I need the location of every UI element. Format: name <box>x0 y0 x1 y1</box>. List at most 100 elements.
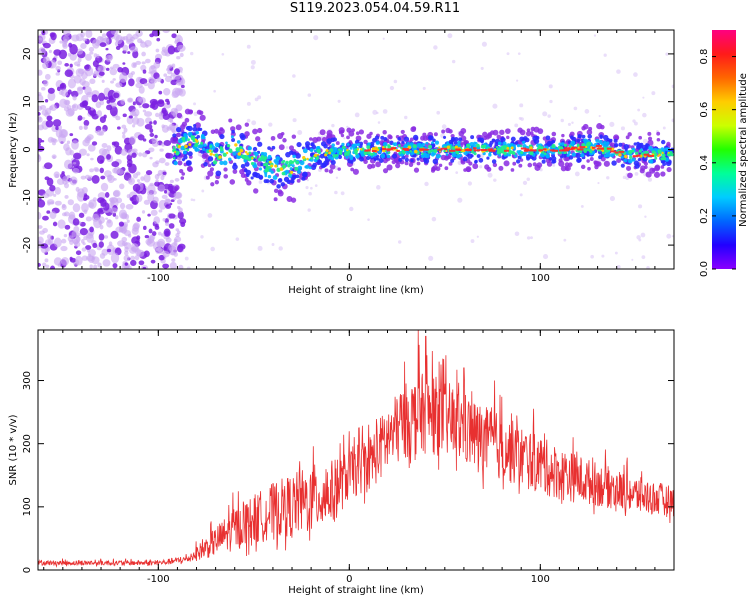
band-point <box>462 156 468 162</box>
noise-point <box>158 254 165 261</box>
noise-point <box>530 236 533 240</box>
band-point <box>320 141 327 147</box>
band-peak <box>558 149 563 152</box>
noise-point <box>73 75 82 84</box>
band-point <box>499 129 505 136</box>
band-point <box>230 126 236 132</box>
band-point <box>609 138 613 143</box>
noise-point <box>170 72 176 77</box>
noise-point <box>142 69 147 74</box>
band-point <box>258 167 263 171</box>
band-point <box>355 154 360 159</box>
band-point <box>240 163 246 169</box>
noise-point <box>129 110 137 116</box>
band-point <box>430 149 434 152</box>
band-point <box>605 152 611 158</box>
noise-point <box>306 179 309 182</box>
noise-point <box>120 99 125 105</box>
noise-point <box>647 177 652 182</box>
noise-point <box>634 171 639 176</box>
band-point <box>526 128 531 132</box>
noise-point <box>580 204 584 208</box>
band-point <box>472 163 479 170</box>
band-peak <box>618 150 625 153</box>
noise-point <box>109 207 118 214</box>
snr-x-ticks: -100 0 100 <box>43 330 675 585</box>
band-point <box>270 164 274 168</box>
noise-point <box>72 203 81 213</box>
noise-point <box>542 111 548 117</box>
band-point <box>380 135 385 140</box>
colorbar-gradient <box>712 30 736 269</box>
noise-point <box>67 235 74 243</box>
band-point <box>623 143 630 150</box>
band-point <box>644 150 648 154</box>
noise-point <box>246 118 251 123</box>
noise-point <box>111 161 120 168</box>
noise-point <box>573 106 578 111</box>
noise-point <box>163 87 171 96</box>
band-point <box>210 182 215 187</box>
band-point <box>254 156 258 159</box>
noise-point <box>314 184 318 187</box>
noise-point <box>638 238 642 242</box>
noise-point <box>42 192 50 199</box>
band-point <box>235 124 242 131</box>
band-peak <box>520 147 527 150</box>
noise-point <box>48 49 52 54</box>
band-point <box>229 149 233 154</box>
noise-point <box>92 72 98 77</box>
band-point <box>537 128 544 135</box>
noise-point <box>140 64 147 72</box>
noise-point <box>278 246 283 251</box>
band-point <box>222 160 228 166</box>
band-point <box>381 146 385 149</box>
noise-point <box>451 59 456 64</box>
band-point <box>627 172 633 179</box>
noise-point <box>64 69 74 77</box>
noise-point <box>122 44 129 52</box>
band-peak <box>440 147 448 150</box>
band-point <box>295 152 301 159</box>
noise-point <box>620 126 625 131</box>
noise-point <box>180 71 183 74</box>
noise-point <box>305 186 309 190</box>
band-peak <box>424 148 429 151</box>
noise-point <box>128 115 133 119</box>
noise-point <box>38 236 44 245</box>
noise-point <box>75 186 80 192</box>
noise-point <box>87 144 96 152</box>
band-point <box>661 139 666 145</box>
noise-point <box>89 78 96 85</box>
noise-point <box>38 69 43 76</box>
noise-point <box>145 170 153 176</box>
band-peak <box>371 150 377 153</box>
band-point <box>183 150 187 155</box>
band-point <box>567 151 571 155</box>
noise-point <box>100 175 106 180</box>
noise-point <box>69 256 73 261</box>
band-peak <box>480 148 488 151</box>
band-point <box>281 164 287 169</box>
noise-point <box>376 111 379 115</box>
band-point <box>490 130 495 135</box>
band-point <box>510 168 515 172</box>
band-point <box>391 159 396 165</box>
band-point <box>296 178 301 183</box>
noise-point <box>55 126 59 131</box>
noise-point <box>71 104 76 109</box>
noise-point <box>257 245 263 251</box>
band-point <box>337 148 341 151</box>
noise-point <box>106 99 111 104</box>
noise-point <box>165 237 172 243</box>
noise-point <box>54 186 61 195</box>
band-point <box>228 118 233 123</box>
band-peak <box>455 148 461 151</box>
noise-point <box>313 35 319 41</box>
noise-point <box>105 47 109 51</box>
spectrogram-x-tick-label: -100 <box>147 273 170 284</box>
band-point <box>282 138 287 143</box>
band-point <box>265 165 270 170</box>
band-point <box>564 166 569 171</box>
band-point <box>654 156 658 160</box>
